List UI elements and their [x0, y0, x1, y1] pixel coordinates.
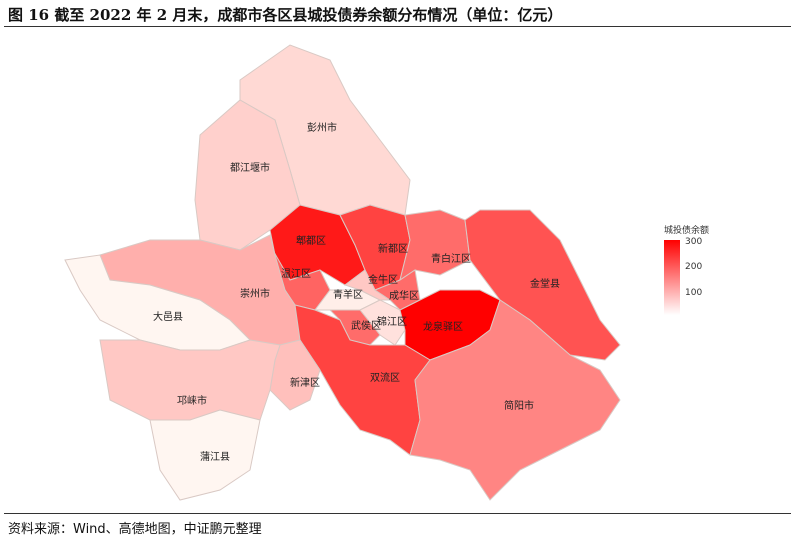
- region-label: 新津区: [290, 376, 320, 389]
- source-note: 资料来源：Wind、高德地图，中证鹏元整理: [8, 522, 262, 537]
- region-label: 蒲江县: [200, 450, 230, 463]
- region-label: 简阳市: [504, 399, 534, 412]
- top-rule: [4, 26, 791, 27]
- region-label: 大邑县: [153, 310, 183, 323]
- legend-tick-300: 300: [685, 237, 702, 247]
- region-label: 新都区: [378, 242, 408, 255]
- region-label: 彭州市: [307, 121, 337, 134]
- legend-tick-200: 200: [685, 262, 702, 272]
- region-4: [399, 209, 471, 282]
- region-18: [149, 409, 261, 501]
- region-label: 金堂县: [530, 277, 560, 290]
- region-label: 郫都区: [296, 234, 326, 247]
- legend-title: 城投债余额: [664, 224, 709, 236]
- region-19: [409, 299, 621, 501]
- region-label: 龙泉驿区: [423, 320, 463, 333]
- region-label: 青羊区: [333, 288, 363, 301]
- region-label: 青白江区: [431, 252, 471, 265]
- region-label: 温江区: [281, 268, 311, 280]
- region-17: [99, 339, 281, 421]
- legend-colorbar: [664, 240, 680, 315]
- region-label: 邛崃市: [177, 394, 207, 407]
- region-label: 武侯区: [351, 319, 381, 332]
- legend-tick-100: 100: [685, 288, 702, 298]
- region-label: 锦江区: [377, 315, 407, 328]
- region-label: 双流区: [370, 371, 400, 384]
- region-label: 都江堰市: [230, 161, 270, 174]
- figure-title: 图 16 截至 2022 年 2 月末，成都市各区县城投债券余额分布情况（单位：…: [8, 6, 563, 24]
- region-label: 成华区: [389, 289, 419, 302]
- region-label: 金牛区: [368, 273, 398, 286]
- region-label: 崇州市: [240, 287, 270, 300]
- legend: 城投债余额 300 200 100: [664, 224, 709, 315]
- bottom-rule: [4, 513, 791, 514]
